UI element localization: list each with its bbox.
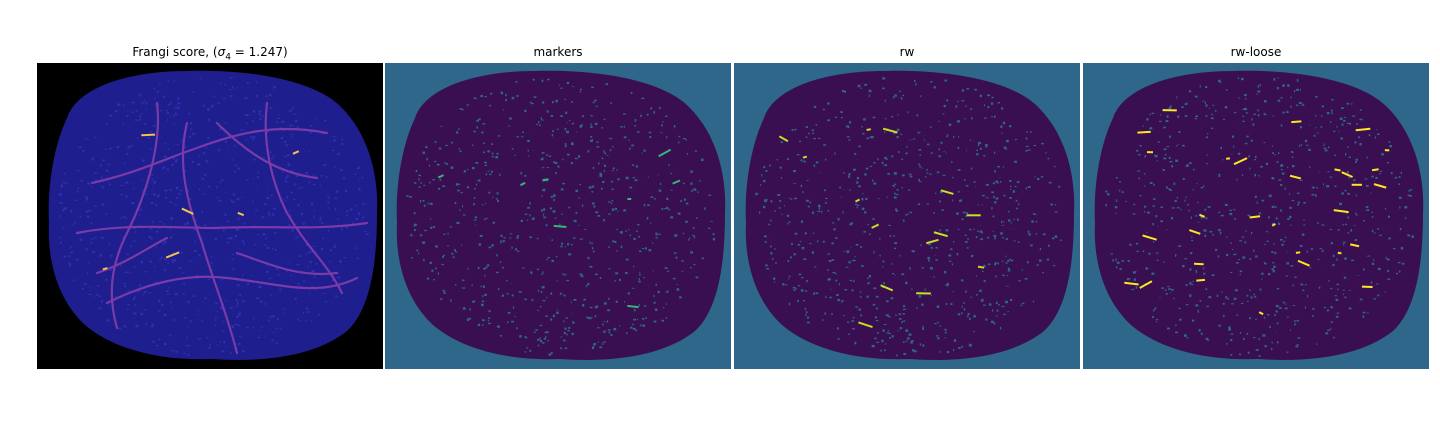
rw-loose-image-canvas xyxy=(1083,63,1429,369)
markers-panel-title: markers xyxy=(385,45,731,59)
rw-image xyxy=(734,63,1080,369)
rw-loose-panel-title: rw-loose xyxy=(1083,45,1429,59)
frangi-title-suffix: = 1.247) xyxy=(231,45,288,59)
frangi-image-canvas xyxy=(37,63,383,369)
retina-region xyxy=(746,71,1075,360)
rw-image-canvas xyxy=(734,63,1080,369)
rw-loose-image xyxy=(1083,63,1429,369)
frangi-title-prefix: Frangi score, ( xyxy=(132,45,217,59)
retina-region xyxy=(397,71,726,360)
markers-image xyxy=(385,63,731,369)
markers-image-canvas xyxy=(385,63,731,369)
rw-panel-title: rw xyxy=(734,45,1080,59)
frangi-panel-title: Frangi score, (σ4 = 1.247) xyxy=(37,45,383,62)
frangi-image xyxy=(37,63,383,369)
retina-region xyxy=(49,71,378,360)
retina-region xyxy=(1095,71,1424,360)
